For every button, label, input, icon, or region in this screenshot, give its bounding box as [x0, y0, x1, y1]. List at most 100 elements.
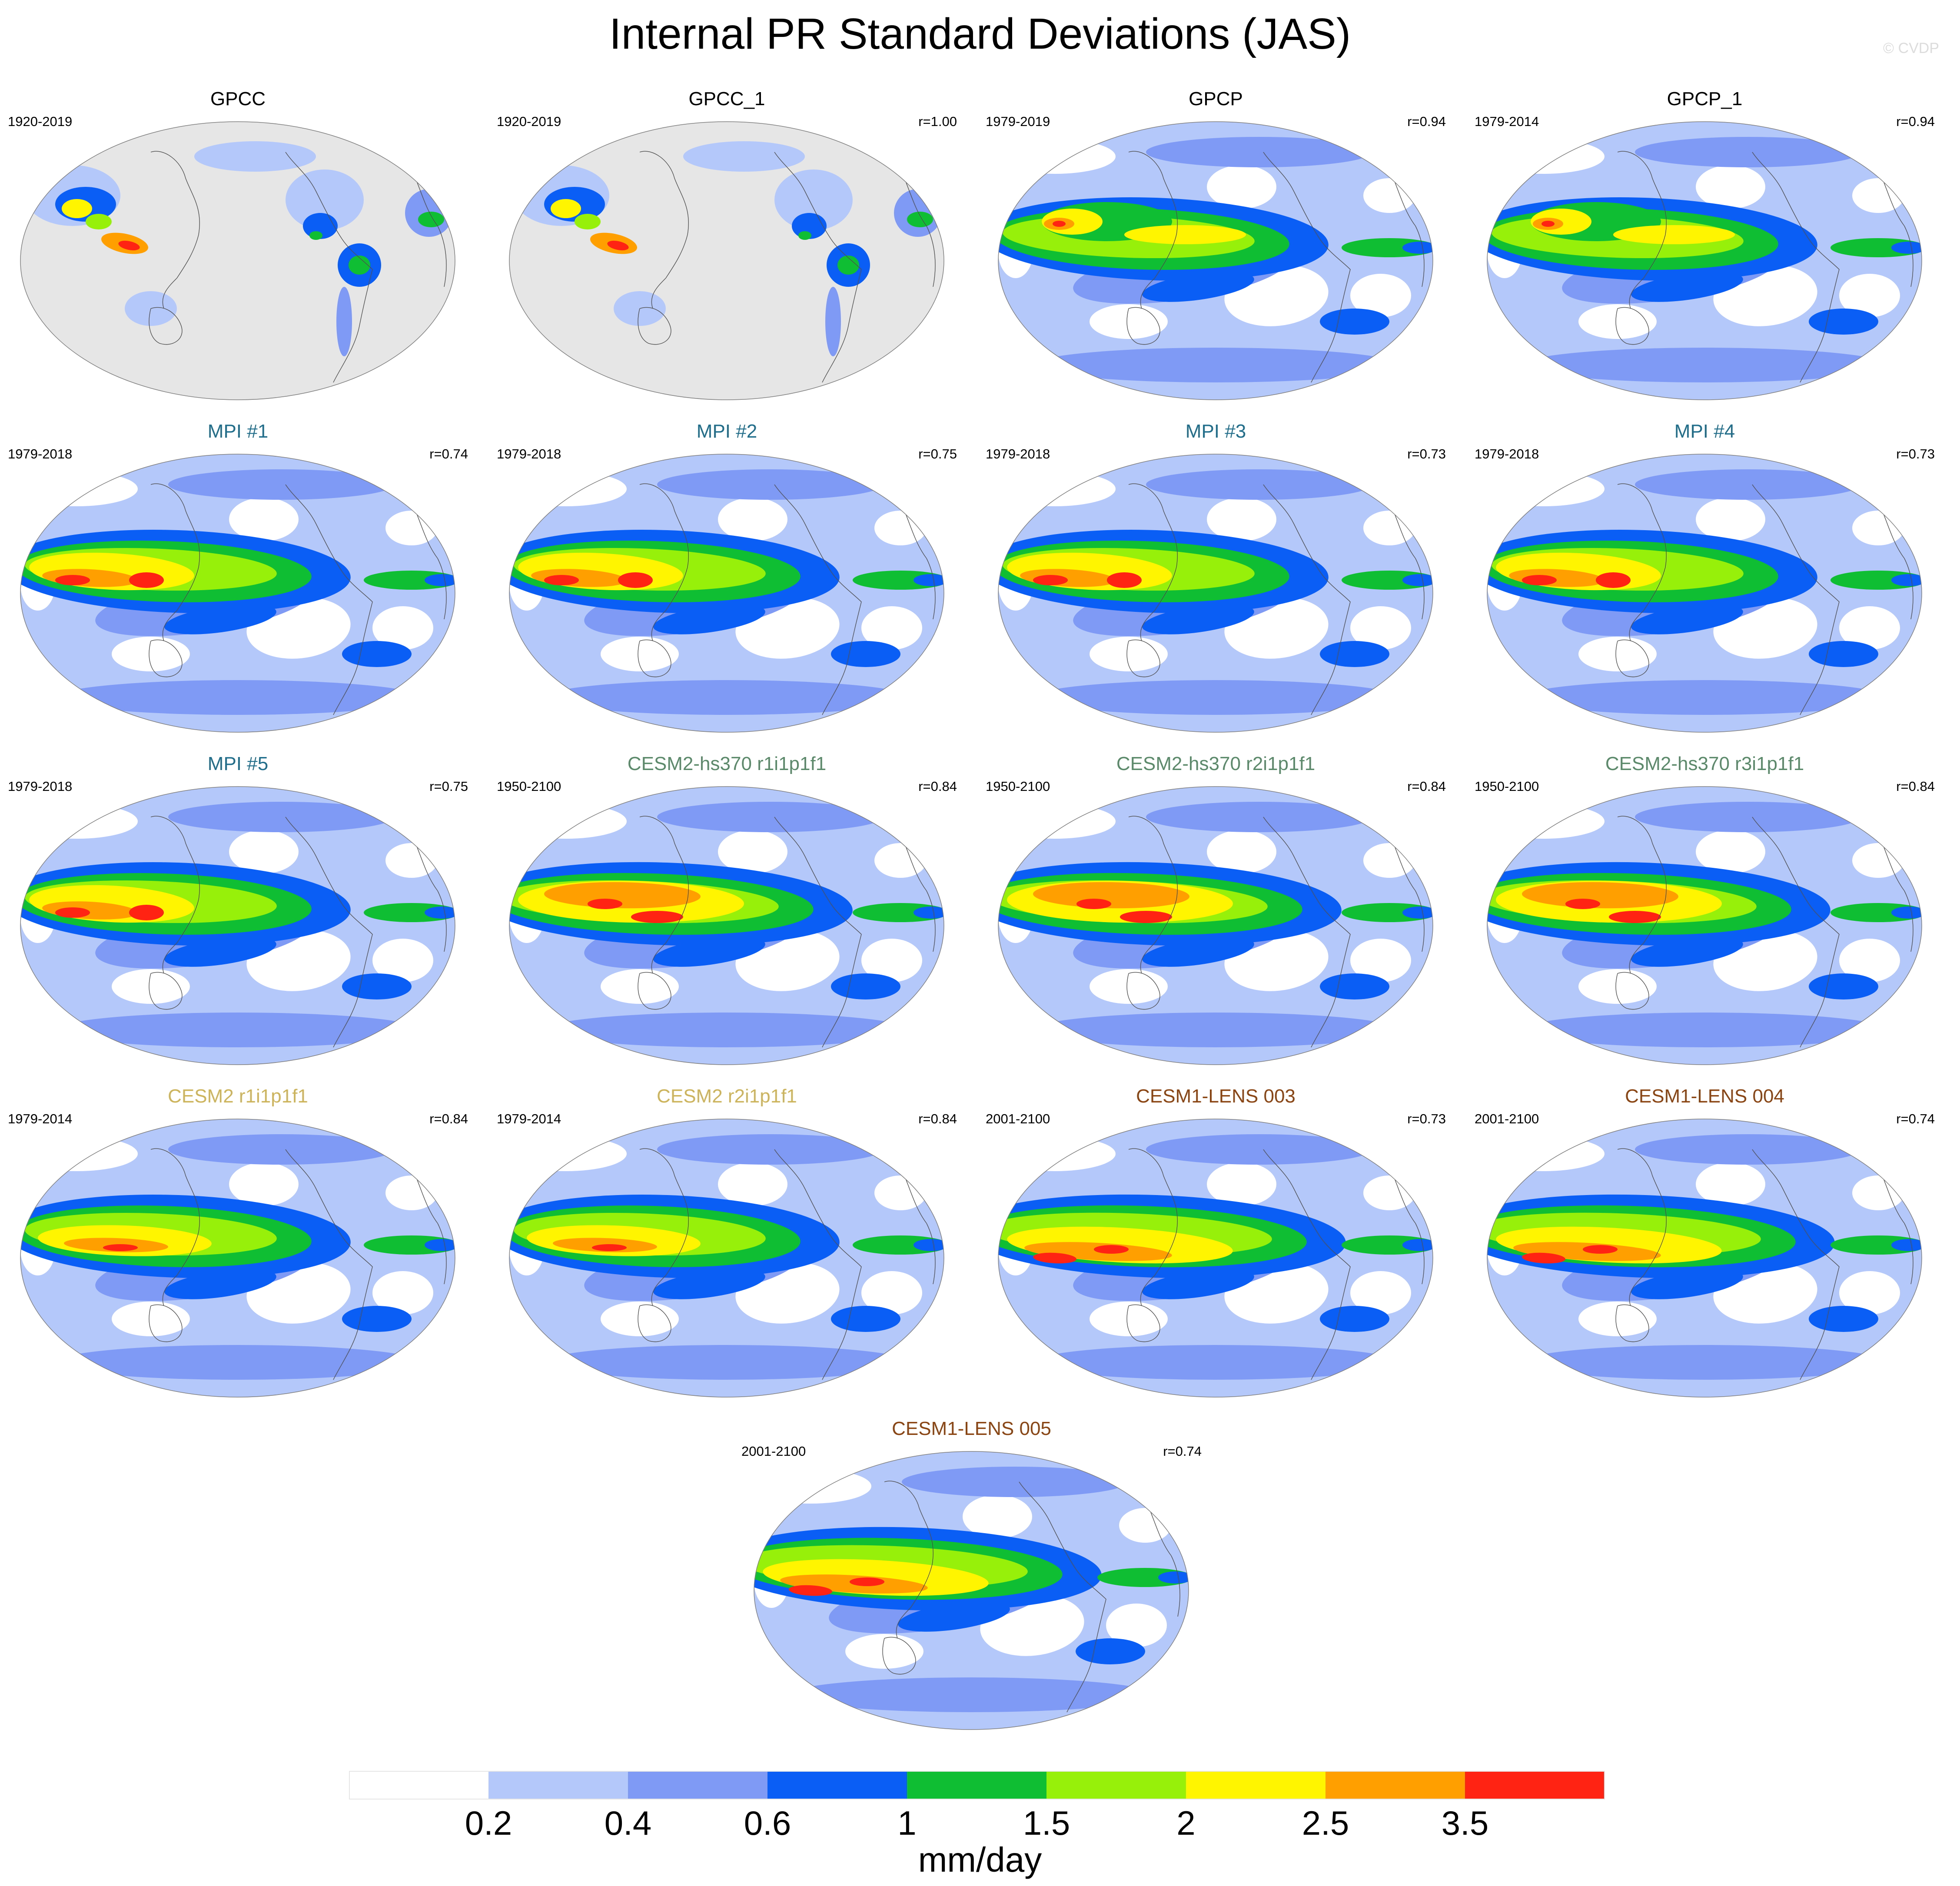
colorbar-swatch [767, 1771, 907, 1800]
panel-period: 1979-2014 [8, 1111, 73, 1126]
coastline [639, 483, 689, 611]
dry-zone-australia [1090, 637, 1168, 671]
warm-pool-peak [1094, 1245, 1129, 1254]
coastline [822, 239, 862, 383]
map-panel: CESM1-LENS 004 2001-2100 r=0.74 [1467, 1084, 1943, 1408]
coastline [651, 610, 666, 641]
coastline [150, 483, 200, 611]
coastline [639, 151, 689, 279]
coastline [926, 226, 936, 287]
map-outline [20, 454, 455, 733]
warm-pool-peak [1596, 572, 1631, 588]
map-panel: MPI #2 1979-2018 r=0.75 [489, 419, 965, 743]
coastline [1629, 1275, 1644, 1306]
warm-pool-peak [129, 572, 164, 588]
south-atlantic-band [1076, 1638, 1145, 1664]
map-panel: CESM1-LENS 003 2001-2100 r=0.73 [978, 1084, 1454, 1408]
map-outline [20, 1119, 455, 1398]
coastline [1615, 307, 1649, 345]
land-maritime-max [118, 240, 140, 251]
dry-zone-s-atlantic [1839, 1271, 1900, 1315]
copyright-label: © CVDP [1883, 40, 1939, 56]
coastline [1171, 1555, 1180, 1617]
coastline [1140, 278, 1155, 309]
land-amazon [349, 256, 370, 275]
dry-zone-ne-pacific [1207, 165, 1276, 209]
coastline [150, 151, 200, 279]
storm-track-south [1033, 348, 1398, 382]
storm-track-north [1146, 137, 1372, 167]
colorbar-tick-label: 0.4 [604, 1804, 652, 1842]
world-map [1487, 121, 1922, 400]
coastline [1140, 610, 1155, 641]
colorbar-tick-label: 0.6 [744, 1804, 791, 1842]
coastline [1263, 1149, 1320, 1237]
world-map [1487, 454, 1922, 733]
coastline [1019, 1481, 1076, 1569]
panel-correlation: r=0.94 [1407, 114, 1446, 129]
coastline [1311, 903, 1351, 1048]
south-atlantic-band [831, 1306, 900, 1332]
warm-pool-max [1033, 882, 1189, 909]
coastline [639, 816, 689, 943]
coastline [1617, 1148, 1667, 1276]
map-panel: MPI #1 1979-2018 r=0.74 [0, 419, 476, 743]
south-atlantic-band [342, 973, 412, 999]
dry-zone-s-atlantic [1350, 274, 1411, 317]
coastline [926, 1223, 936, 1285]
map-panel: MPI #4 1979-2018 r=0.73 [1467, 419, 1943, 743]
storm-track-south [1522, 348, 1887, 382]
dry-zone-s-atlantic [1106, 1604, 1167, 1647]
dry-zone-ne-pacific [1207, 830, 1276, 873]
panel-correlation: r=0.84 [429, 1111, 468, 1126]
panel-correlation: r=1.00 [918, 114, 957, 129]
colorbar-swatch [488, 1771, 628, 1800]
dry-zone-australia [112, 1302, 190, 1336]
storm-track-north [1146, 802, 1372, 832]
panel-title: MPI #1 [207, 421, 269, 442]
warm-pool-peak [618, 572, 653, 588]
coastline [1800, 571, 1840, 715]
atlantic-itcz-east [1891, 242, 1922, 254]
map-outline [1487, 454, 1922, 733]
map-panel: MPI #5 1979-2018 r=0.75 [0, 752, 476, 1076]
coastline [926, 890, 936, 952]
coastline [1617, 151, 1667, 279]
coastline [1311, 1236, 1351, 1380]
atlantic-itcz-east [1402, 906, 1433, 919]
panel-title: MPI #2 [696, 421, 757, 442]
south-atlantic-band [342, 1306, 412, 1332]
warm-pool-peak [129, 905, 164, 920]
atlantic-itcz-east [1402, 1239, 1433, 1251]
coastline [1617, 483, 1667, 611]
south-atlantic-band [1809, 1306, 1878, 1332]
dry-zone-s-atlantic [1350, 1271, 1411, 1315]
coastline [285, 152, 342, 239]
coastline [1904, 226, 1913, 287]
panel-period: 1950-2100 [986, 779, 1050, 794]
south-atlantic-band [1320, 973, 1389, 999]
coastline [638, 639, 671, 677]
dry-zone-australia [1578, 1302, 1657, 1336]
land-maritime-max [607, 240, 629, 251]
coastline [1126, 307, 1160, 345]
dry-zone-ne-pacific [1696, 498, 1765, 541]
coastline [774, 1149, 831, 1237]
panel-correlation: r=0.84 [918, 1111, 957, 1126]
land-india-monsoon [62, 199, 92, 218]
coastline [1752, 484, 1809, 572]
panel-title: CESM2 r1i1p1f1 [168, 1086, 308, 1107]
coastline [1617, 816, 1667, 943]
dry-zone-australia [112, 637, 190, 671]
storm-track-north [1635, 469, 1861, 500]
warm-pool-peak [1120, 911, 1172, 923]
coastline [1140, 1275, 1155, 1306]
map-panel: GPCC 1920-2019 [0, 87, 476, 411]
map-outline [509, 454, 944, 733]
panel-title: CESM1-LENS 004 [1625, 1086, 1784, 1107]
land-mexico [798, 231, 811, 240]
coastline [1415, 558, 1425, 620]
dry-zone-ne-pacific [718, 1162, 787, 1206]
coastline [162, 943, 177, 974]
coastline [1800, 1236, 1840, 1380]
